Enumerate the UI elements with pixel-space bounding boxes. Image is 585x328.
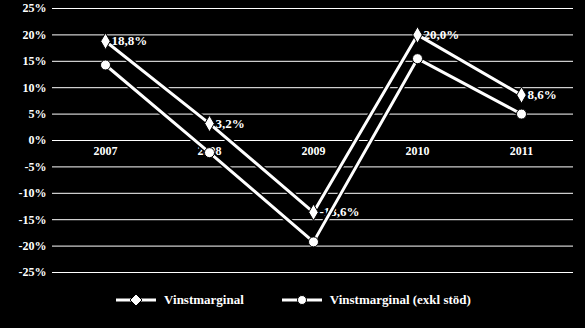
svg-text:15%: 15% [23,54,47,68]
svg-text:3,2%: 3,2% [216,116,245,131]
svg-text:18,8%: 18,8% [112,33,148,48]
svg-text:8,6%: 8,6% [528,87,557,102]
svg-text:20%: 20% [23,28,47,42]
svg-text:10%: 10% [23,81,47,95]
svg-text:5%: 5% [29,107,47,121]
svg-text:-10%: -10% [19,186,47,200]
svg-text:0%: 0% [29,133,47,147]
svg-text:2010: 2010 [406,144,430,158]
svg-text:-5%: -5% [25,160,47,174]
svg-text:2009: 2009 [302,144,326,158]
svg-text:-25%: -25% [19,265,47,279]
svg-text:-13,6%: -13,6% [319,204,360,220]
svg-text:2011: 2011 [510,144,533,158]
svg-text:20,0%: 20,0% [424,27,460,42]
svg-text:25%: 25% [23,1,47,15]
svg-text:2007: 2007 [94,144,118,158]
svg-text:2008: 2008 [197,144,222,159]
html-text:Vinstmarginal (exkl stöd): Vinstmarginal (exkl stöd) [329,292,471,307]
html-text:Vinstmarginal: Vinstmarginal [164,292,244,307]
svg-text:-15%: -15% [19,213,47,227]
svg-text:-20%: -20% [19,239,47,253]
